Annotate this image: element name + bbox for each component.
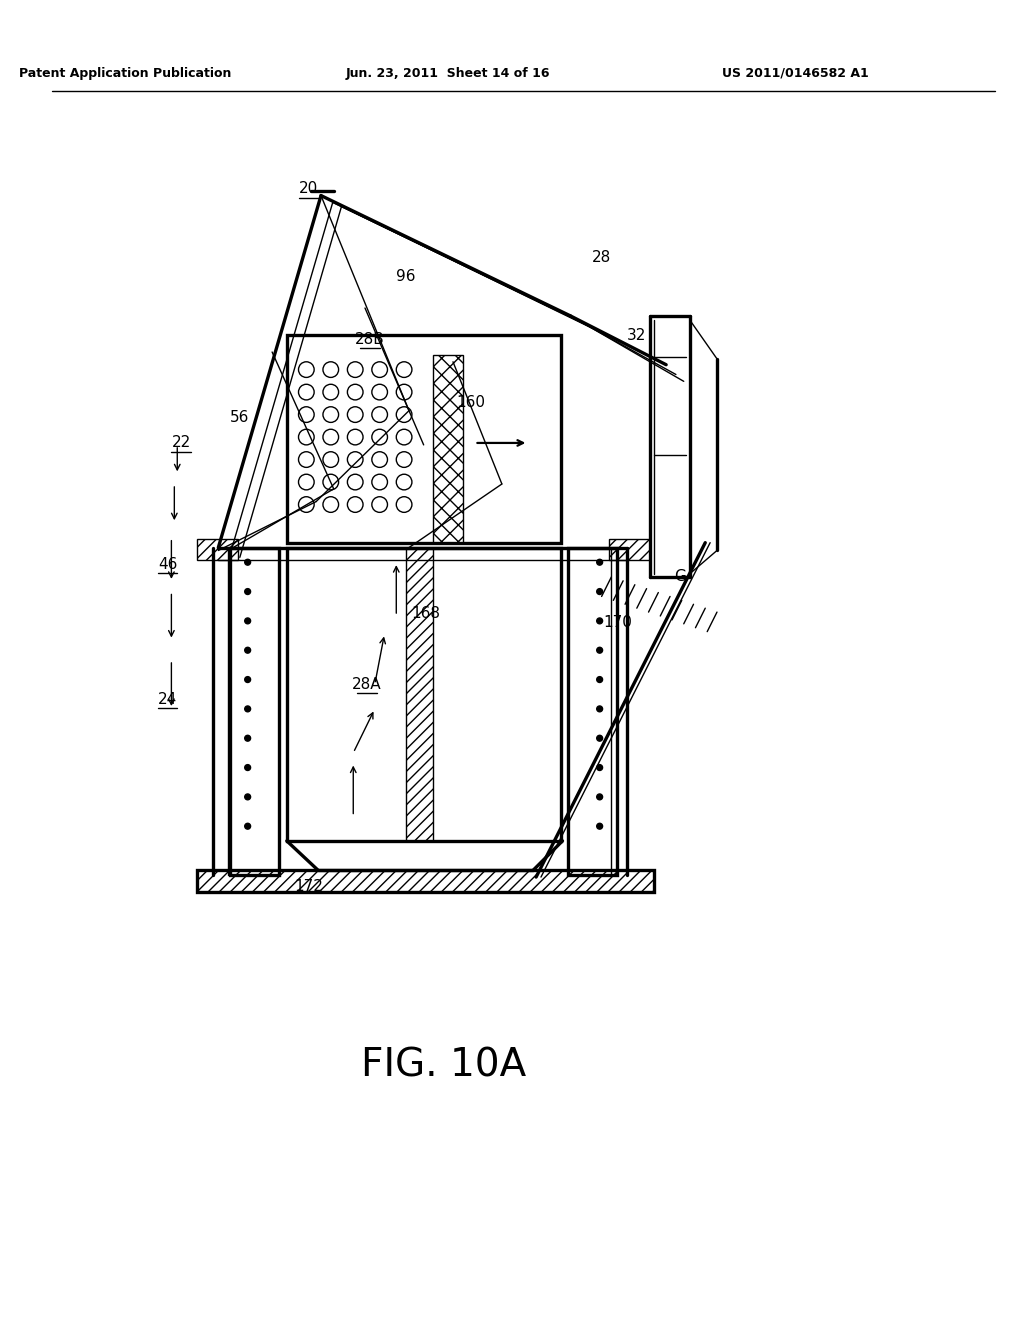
Circle shape [597,618,602,624]
Circle shape [597,824,602,829]
Circle shape [245,706,251,711]
Bar [407,548,433,841]
Bar [568,548,617,875]
Text: Patent Application Publication: Patent Application Publication [19,67,231,79]
Text: FIG. 10A: FIG. 10A [360,1047,526,1085]
Bar [230,548,279,875]
Text: 20: 20 [299,181,317,197]
Text: US 2011/0146582 A1: US 2011/0146582 A1 [722,67,868,79]
Circle shape [245,824,251,829]
Circle shape [597,764,602,771]
Text: 24: 24 [158,692,177,706]
Circle shape [597,793,602,800]
Circle shape [245,764,251,771]
Circle shape [245,735,251,741]
Text: 172: 172 [294,879,323,895]
Text: 28: 28 [592,249,611,265]
Bar [433,355,463,543]
Bar [197,870,654,892]
Text: 46: 46 [158,557,177,572]
Bar [287,335,560,543]
Text: 170: 170 [603,615,632,631]
Circle shape [245,589,251,594]
Circle shape [597,589,602,594]
Circle shape [245,618,251,624]
Bar [609,539,650,560]
Text: 168: 168 [411,606,440,620]
Bar [197,539,238,560]
Circle shape [597,706,602,711]
Text: 22: 22 [172,436,190,450]
Bar [287,548,560,841]
Circle shape [597,647,602,653]
Text: 32: 32 [627,327,646,343]
Text: 28A: 28A [352,677,382,692]
Circle shape [245,560,251,565]
Circle shape [245,647,251,653]
Circle shape [597,677,602,682]
Text: 56: 56 [230,411,250,425]
Circle shape [597,735,602,741]
Circle shape [597,560,602,565]
Circle shape [245,677,251,682]
Text: 160: 160 [456,396,485,411]
Text: 28B: 28B [355,331,385,347]
Text: Jun. 23, 2011  Sheet 14 of 16: Jun. 23, 2011 Sheet 14 of 16 [346,67,550,79]
Text: 96: 96 [396,269,416,284]
Text: G: G [674,569,686,585]
Circle shape [245,793,251,800]
